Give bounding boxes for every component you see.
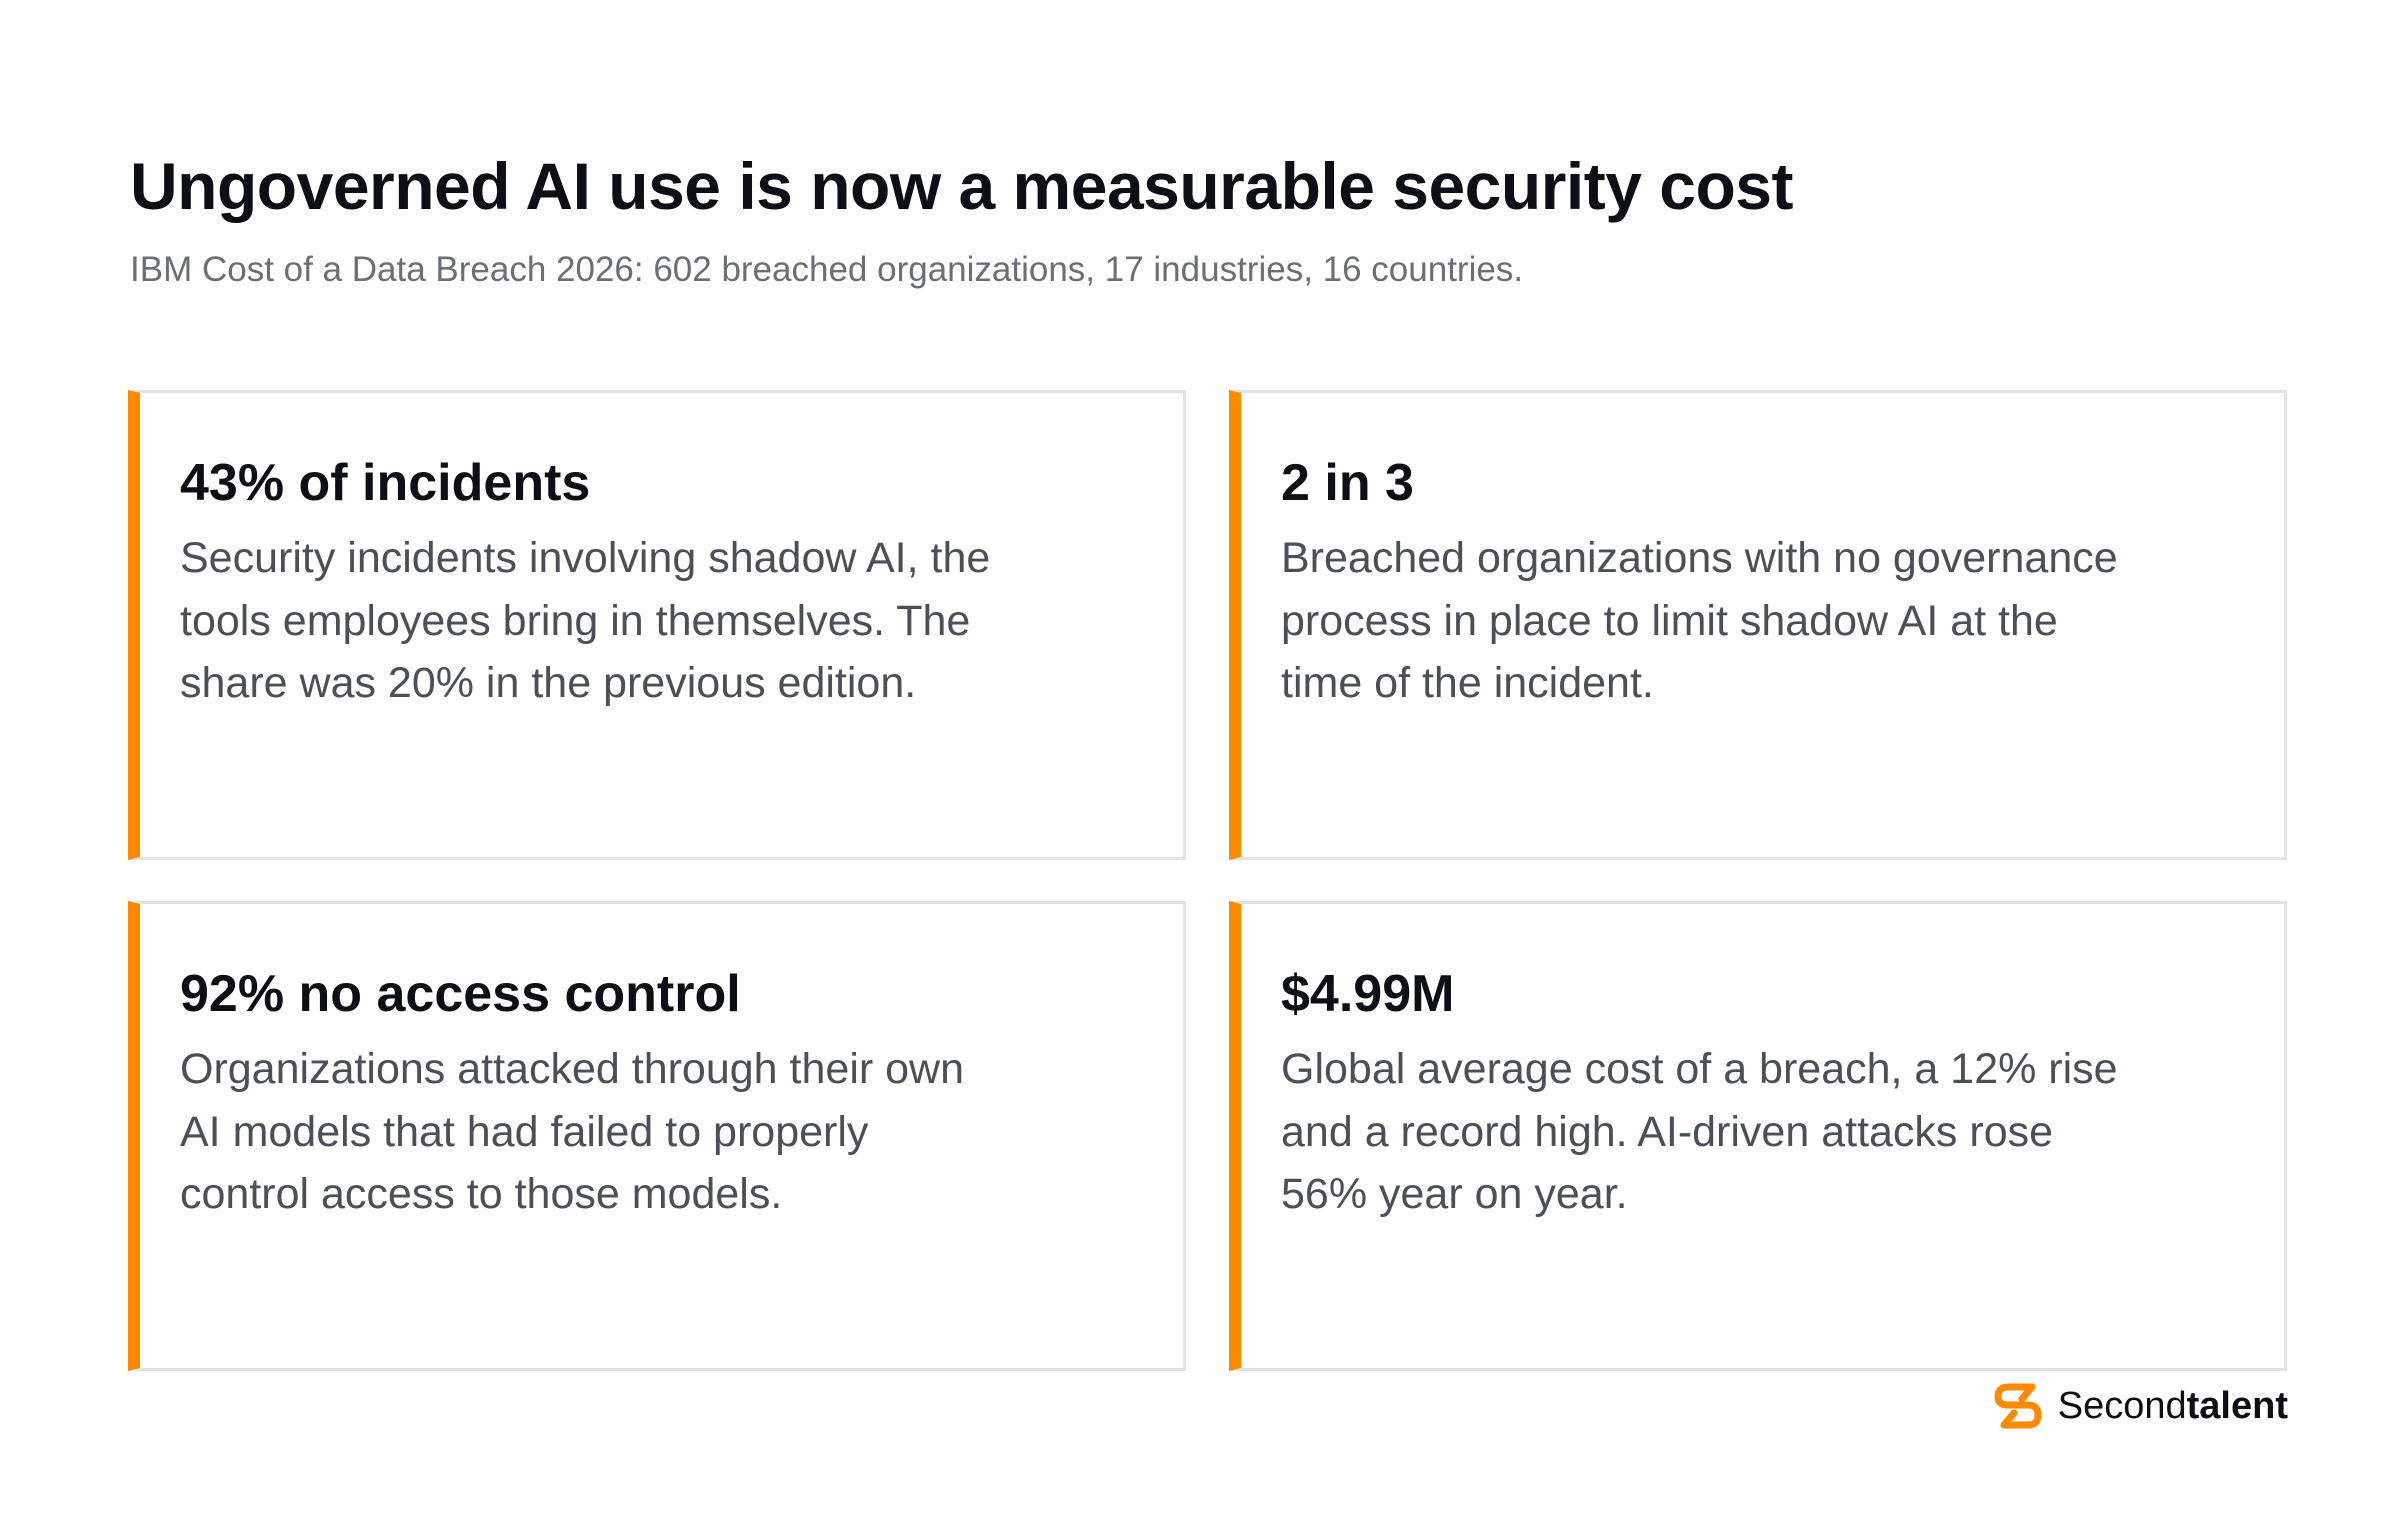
card-stat: 43% of incidents <box>180 454 591 512</box>
brand-name-regular: Second <box>2057 1385 2187 1427</box>
page-subtitle: IBM Cost of a Data Breach 2026: 602 brea… <box>130 250 1524 289</box>
card-description: Organizations attacked through their own… <box>180 1045 965 1218</box>
card-description: Global average cost of a breach, a 12% r… <box>1281 1045 2118 1218</box>
brand-name-bold: talent <box>2186 1385 2288 1427</box>
brand-logo: Secondtalent <box>1992 1378 2288 1434</box>
card-description: Breached organizations with no governanc… <box>1281 534 2118 707</box>
stat-card-no-governance: 2 in 3 Breached organizations with no go… <box>1229 390 2287 860</box>
page-title: Ungoverned AI use is now a measurable se… <box>130 149 1793 223</box>
card-description: Security incidents involving shadow AI, … <box>180 534 991 707</box>
stat-card-breach-cost: $4.99M Global average cost of a breach, … <box>1229 901 2287 1371</box>
stat-card-no-access-control: 92% no access control Organizations atta… <box>128 901 1186 1371</box>
brand-name: Secondtalent <box>2058 1382 2288 1430</box>
secondtalent-s-logo-icon <box>1994 1383 2042 1429</box>
card-stat: 2 in 3 <box>1281 454 1414 512</box>
card-stat: 92% no access control <box>180 965 741 1023</box>
card-stat: $4.99M <box>1281 965 1455 1023</box>
stat-card-shadow-ai-incidents: 43% of incidents Security incidents invo… <box>128 390 1186 860</box>
